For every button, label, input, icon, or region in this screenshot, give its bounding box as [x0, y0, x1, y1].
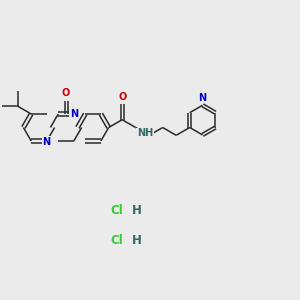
- Text: N: N: [199, 93, 207, 103]
- Text: N: N: [42, 136, 51, 147]
- Text: N: N: [70, 109, 78, 119]
- Text: Cl: Cl: [110, 203, 123, 217]
- Text: O: O: [62, 88, 70, 98]
- Text: H: H: [132, 203, 142, 217]
- Text: NH: NH: [137, 128, 153, 138]
- Text: O: O: [118, 92, 126, 102]
- Text: H: H: [132, 233, 142, 247]
- Text: Cl: Cl: [110, 233, 123, 247]
